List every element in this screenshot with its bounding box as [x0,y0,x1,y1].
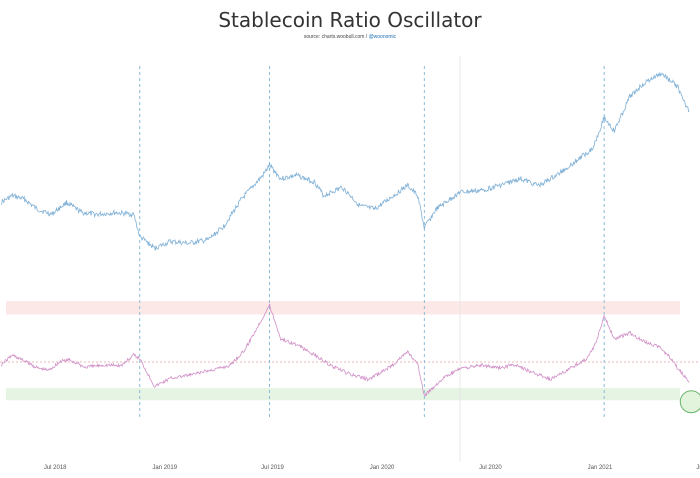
x-tick-label: Jul 2019 [261,465,284,471]
band-lower [6,388,680,401]
x-tick-label: Jul 2018 [44,465,67,471]
x-tick-label: Jan 2019 [152,465,177,471]
x-tick-label: Jan 2020 [370,465,395,471]
price-line [0,72,690,251]
x-tick-label: Jul 2021 [696,465,700,471]
chart-title: Stablecoin Ratio Oscillator [218,8,482,32]
source-handle-link[interactable]: @woonomic [368,34,397,40]
oscillator-line [0,303,690,398]
x-tick-label: Jul 2020 [479,465,502,471]
highlight-circle [679,390,700,414]
chart-source: source: charts.woobull.com / @woonomic [0,34,700,40]
source-prefix: source: charts.woobull.com / [303,34,368,40]
x-tick-label: Jan 2021 [588,465,613,471]
band-upper [6,301,680,315]
